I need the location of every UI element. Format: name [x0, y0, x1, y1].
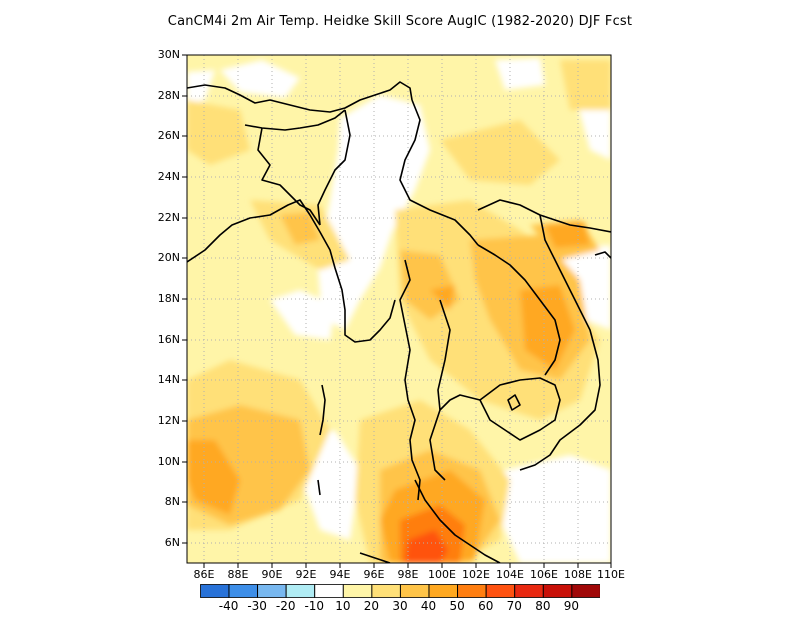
colorbar-label: 90 [563, 599, 580, 613]
colorbar-swatch [314, 584, 344, 598]
lon-label: 86E [193, 568, 215, 581]
colorbar-label: 30 [392, 599, 408, 613]
lon-label: 102E [462, 568, 490, 581]
lat-label: 10N [157, 455, 180, 468]
lat-label: 6N [164, 536, 180, 549]
colorbar-label: -20 [275, 599, 296, 613]
colorbar-swatch [428, 584, 458, 598]
map-frame [186, 54, 612, 564]
lat-label: 8N [164, 495, 180, 508]
colorbar-swatch [542, 584, 573, 598]
lon-label: 110E [597, 568, 625, 581]
lat-label: 14N [157, 373, 180, 386]
colorbar-label: 60 [478, 599, 494, 613]
lon-label: 90E [261, 568, 283, 581]
colorbar-swatch [342, 584, 373, 598]
lon-label: 106E [530, 568, 558, 581]
lon-label: 96E [363, 568, 385, 581]
graticule [187, 55, 611, 563]
lon-label: 94E [329, 568, 351, 581]
colorbar-swatch [371, 584, 401, 598]
colorbar-swatch [200, 584, 230, 598]
lat-label: 12N [157, 414, 180, 427]
lat-label: 20N [157, 251, 180, 264]
colorbar-swatch [257, 584, 287, 598]
lon-label: 104E [496, 568, 524, 581]
lat-label: 16N [157, 333, 180, 346]
colorbar-label: -30 [247, 599, 267, 613]
lat-label: 30N [157, 48, 180, 61]
heatmap-fill [187, 55, 611, 563]
colorbar-label: 40 [420, 599, 437, 613]
lon-label: 98E [397, 568, 419, 581]
lat-label: 28N [157, 89, 180, 102]
lat-label: 18N [157, 292, 180, 305]
lon-label: 100E [428, 568, 456, 581]
lat-label: 26N [157, 129, 180, 142]
colorbar-swatch [285, 584, 315, 598]
coastlines-borders [187, 81, 611, 563]
axis-ticks [182, 54, 612, 568]
map-title: CanCM4i 2m Air Temp. Heidke Skill Score … [167, 14, 633, 29]
colorbar-label: 20 [363, 599, 380, 613]
lat-label: 22N [157, 211, 180, 224]
colorbar-swatch [457, 584, 487, 598]
colorbar-swatch [514, 584, 544, 598]
lon-label: 92E [295, 568, 317, 581]
lon-label: 108E [564, 568, 592, 581]
colorbar-label: 70 [506, 599, 522, 613]
colorbar-label: 50 [449, 599, 465, 613]
lon-label: 88E [227, 568, 249, 581]
colorbar-label: -40 [218, 599, 239, 613]
lat-label: 24N [157, 170, 180, 183]
colorbar-swatch [571, 584, 600, 598]
colorbar-label: 10 [335, 599, 351, 613]
colorbar-swatch [485, 584, 515, 598]
colorbar-label: -10 [304, 599, 325, 613]
colorbar-label: 80 [535, 599, 551, 613]
colorbar-swatch [400, 584, 430, 598]
colorbar-swatch [228, 584, 258, 598]
colorbar [200, 584, 600, 598]
